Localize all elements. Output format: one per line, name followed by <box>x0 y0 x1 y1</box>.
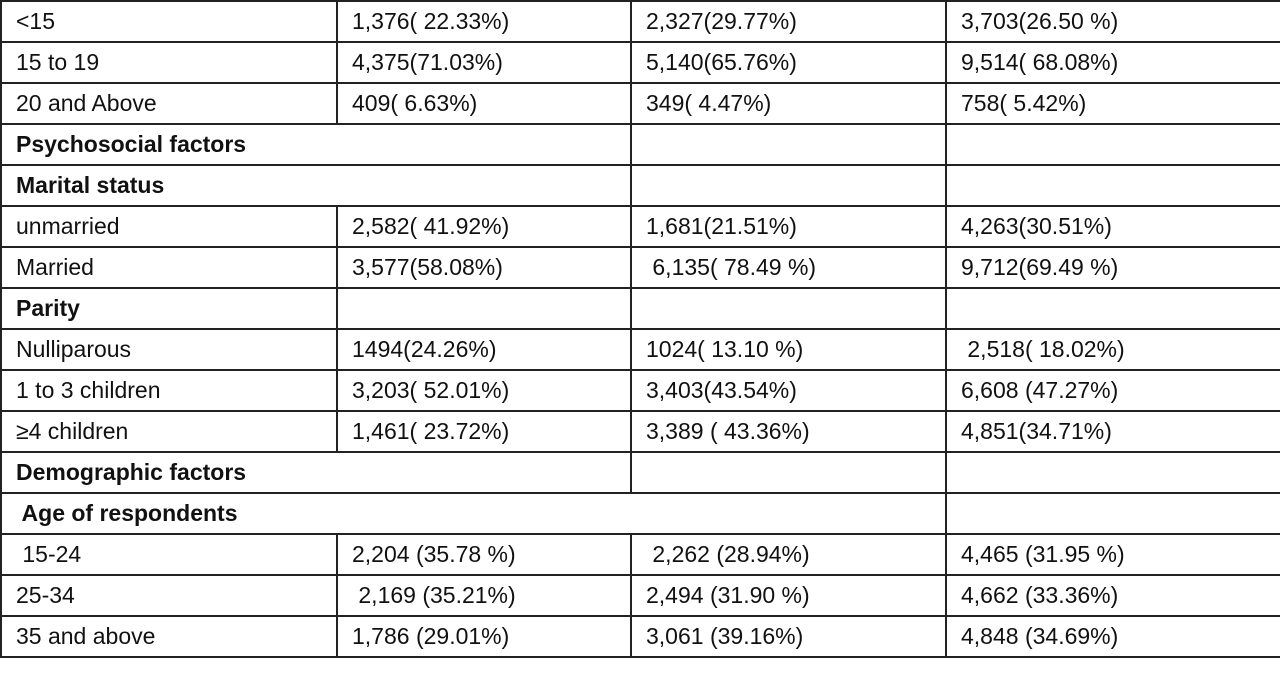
table-row: ≥4 children 1,461( 23.72%) 3,389 ( 43.36%)… <box>0 410 1280 453</box>
empty-cell <box>945 492 1280 535</box>
data-table: <15 1,376( 22.33%) 2,327(29.77%) 3,703(26.5… <box>0 0 1280 658</box>
table-row: 25-34 2,169 (35.21%) 2,494 (31.90 %) 4,662… <box>0 574 1280 617</box>
table-row: Psychosocial factors <box>0 123 1280 166</box>
table-cell: Demographic factors <box>0 451 632 494</box>
table-cell: 1,461( 23.72%) <box>336 410 632 453</box>
empty-cell <box>630 123 947 166</box>
empty-cell <box>945 287 1280 330</box>
table-cell: 4,263(30.51%) <box>945 205 1280 248</box>
table-row: 20 and Above 409( 6.63%) 349( 4.47%) 758( 5… <box>0 82 1280 125</box>
table-cell: Married <box>0 246 338 289</box>
table-cell: 1 to 3 children <box>0 369 338 412</box>
table-cell: 9,514( 68.08%) <box>945 41 1280 84</box>
table-cell: 15-24 <box>0 533 338 576</box>
table-cell: 1,376( 22.33%) <box>336 0 632 43</box>
table-cell: 1,681(21.51%) <box>630 205 947 248</box>
empty-cell <box>945 164 1280 207</box>
table-cell: 2,204 (35.78 %) <box>336 533 632 576</box>
table-cell: 3,403(43.54%) <box>630 369 947 412</box>
table-cell: 1,786 (29.01%) <box>336 615 632 658</box>
table-cell: Nulliparous <box>0 328 338 371</box>
table-cell: 6,135( 78.49 %) <box>630 246 947 289</box>
table-cell: 1494(24.26%) <box>336 328 632 371</box>
table-cell: 3,703(26.50 %) <box>945 0 1280 43</box>
table-row: Married 3,577(58.08%) 6,135( 78.49 %) 9,71… <box>0 246 1280 289</box>
table-cell: 35 and above <box>0 615 338 658</box>
table-cell: 2,169 (35.21%) <box>336 574 632 617</box>
table-cell: 2,518( 18.02%) <box>945 328 1280 371</box>
table-cell: unmarried <box>0 205 338 248</box>
table-cell: 25-34 <box>0 574 338 617</box>
empty-cell <box>630 451 947 494</box>
empty-cell <box>630 164 947 207</box>
table-row: 15 to 19 4,375(71.03%) 5,140(65.76%) 9,514(… <box>0 41 1280 84</box>
table-cell: 9,712(69.49 %) <box>945 246 1280 289</box>
table-cell: 3,389 ( 43.36%) <box>630 410 947 453</box>
table-row: Nulliparous 1494(24.26%) 1024( 13.10 %) 2,… <box>0 328 1280 371</box>
table-cell: 4,848 (34.69%) <box>945 615 1280 658</box>
table-cell: 3,577(58.08%) <box>336 246 632 289</box>
table-cell: 409( 6.63%) <box>336 82 632 125</box>
table-cell: ≥4 children <box>0 410 338 453</box>
table-row: unmarried 2,582( 41.92%) 1,681(21.51%) 4,26… <box>0 205 1280 248</box>
empty-cell <box>336 287 632 330</box>
table-cell: Age of respondents <box>0 492 947 535</box>
table-cell: 5,140(65.76%) <box>630 41 947 84</box>
table-row: 35 and above 1,786 (29.01%) 3,061 (39.16%)… <box>0 615 1280 658</box>
empty-cell <box>945 451 1280 494</box>
table-row: 15-24 2,204 (35.78 %) 2,262 (28.94%) 4,465… <box>0 533 1280 576</box>
table-cell: 1024( 13.10 %) <box>630 328 947 371</box>
table-cell: 2,494 (31.90 %) <box>630 574 947 617</box>
table-cell: 4,851(34.71%) <box>945 410 1280 453</box>
table-cell: 2,582( 41.92%) <box>336 205 632 248</box>
table-cell: 758( 5.42%) <box>945 82 1280 125</box>
table-row: Marital status <box>0 164 1280 207</box>
table-row: <15 1,376( 22.33%) 2,327(29.77%) 3,703(26.5… <box>0 0 1280 43</box>
table-cell: <15 <box>0 0 338 43</box>
table-cell: 6,608 (47.27%) <box>945 369 1280 412</box>
table-body: <15 1,376( 22.33%) 2,327(29.77%) 3,703(26.5… <box>0 0 1280 658</box>
table-cell: 3,203( 52.01%) <box>336 369 632 412</box>
table-cell: 20 and Above <box>0 82 338 125</box>
table-cell: 2,327(29.77%) <box>630 0 947 43</box>
table-cell: 15 to 19 <box>0 41 338 84</box>
table-cell: 2,262 (28.94%) <box>630 533 947 576</box>
table-cell: Marital status <box>0 164 632 207</box>
empty-cell <box>945 123 1280 166</box>
table-row: 1 to 3 children 3,203( 52.01%) 3,403(43.54… <box>0 369 1280 412</box>
empty-cell <box>630 287 947 330</box>
table-row: Age of respondents <box>0 492 1280 535</box>
table-cell: 349( 4.47%) <box>630 82 947 125</box>
table-cell: 4,662 (33.36%) <box>945 574 1280 617</box>
table-cell: Parity <box>0 287 338 330</box>
table-cell: Psychosocial factors <box>0 123 632 166</box>
table-cell: 4,375(71.03%) <box>336 41 632 84</box>
table-cell: 4,465 (31.95 %) <box>945 533 1280 576</box>
table-row: Demographic factors <box>0 451 1280 494</box>
table-row: Parity <box>0 287 1280 330</box>
table-cell: 3,061 (39.16%) <box>630 615 947 658</box>
